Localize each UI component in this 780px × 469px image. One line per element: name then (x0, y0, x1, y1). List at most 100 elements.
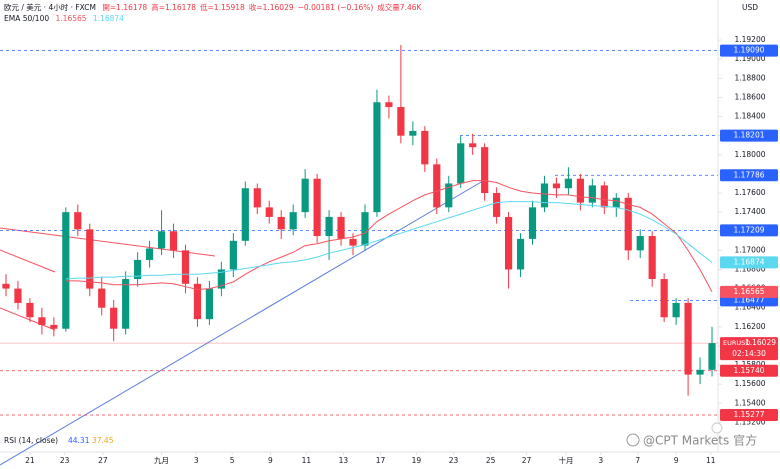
level-badge: 1.18201 (733, 131, 764, 140)
x-tick-label: 5 (230, 456, 235, 465)
y-tick-label: 1.15200 (734, 417, 765, 426)
level-badge: 1.15740 (733, 366, 764, 375)
candle-body (457, 143, 465, 184)
level-badge-bg (720, 44, 778, 57)
countdown: 02:14:30 (732, 349, 766, 358)
y-tick-label: 1.18600 (734, 92, 765, 101)
ema-badge-bg (720, 285, 778, 298)
ohlc-item: 收=1.16029 (248, 3, 294, 12)
candle-body (241, 188, 249, 241)
last-badge-bg (720, 337, 778, 361)
trend-line (0, 177, 489, 466)
last-price: 1.16029 (745, 338, 776, 347)
candle-body (157, 231, 166, 249)
candle-body (229, 240, 237, 270)
candle-body (98, 288, 106, 308)
y-tick-label: 1.19200 (734, 35, 765, 44)
candle-body (636, 236, 644, 251)
candle-body (528, 207, 537, 239)
x-tick-label: 17 (376, 456, 386, 465)
candle-body (648, 236, 656, 280)
candle-body (337, 216, 345, 239)
candle-body (50, 324, 58, 329)
y-tick-label: 1.16200 (734, 322, 765, 331)
y-tick-label: 1.15800 (734, 360, 765, 369)
candle-body (696, 369, 704, 375)
candle-body (26, 302, 34, 318)
candle-body (564, 178, 573, 189)
candle-body (74, 212, 82, 230)
level-badge: 1.16477 (733, 295, 764, 304)
ema-badge: 1.16874 (733, 257, 764, 266)
ohlc-item: −0.00181 (−0.16%) (297, 3, 374, 12)
y-tick-label: 1.18400 (734, 112, 765, 121)
candle-body (588, 185, 596, 203)
last-symbol: EURUSD (723, 339, 750, 347)
candle-body (86, 229, 94, 289)
level-badge: 1.19090 (733, 46, 764, 55)
y-tick-label: 1.17400 (734, 207, 765, 216)
level-badge-bg (720, 364, 778, 377)
x-tick-label: 3 (598, 456, 603, 465)
candle-body (385, 102, 393, 108)
candle-body (660, 279, 668, 318)
ohlc-item: 成交量7.46K (377, 3, 422, 12)
trend-line (0, 307, 56, 331)
candle-body (516, 238, 525, 270)
x-tick-label: 21 (25, 456, 35, 465)
candle-body (265, 207, 273, 217)
x-tick-label: 27 (522, 456, 532, 465)
candle-body (205, 288, 214, 320)
candle-body (409, 130, 417, 136)
candle-body (2, 283, 10, 289)
candle-body (540, 183, 549, 208)
ohlc-item: 高=1.16178 (151, 3, 197, 12)
candle-body (349, 238, 357, 246)
candle-body (313, 178, 321, 237)
alert-icon[interactable] (711, 422, 723, 434)
x-tick-label: 7 (635, 456, 640, 465)
ema-line (65, 180, 713, 293)
candle-body (253, 188, 261, 208)
candle-body (576, 178, 584, 203)
trend-line (0, 249, 56, 273)
level-badge-bg (720, 409, 778, 422)
y-tick-label: 1.15600 (734, 379, 765, 388)
level-badge: 1.17209 (733, 225, 764, 234)
x-tick-label: 9 (268, 456, 273, 465)
ema-line (65, 201, 713, 280)
candle-body (612, 197, 620, 208)
x-tick-label: 27 (98, 456, 108, 465)
rsi-label: RSI (14, close) (4, 436, 58, 445)
candle-body (504, 216, 513, 270)
y-tick-label: 1.18000 (734, 150, 765, 159)
header-row: 欧元 / 美元 · 4小时 · FXCM 開=1.16178 高=1.16178 低… (4, 2, 429, 13)
x-tick-label: 13 (339, 456, 349, 465)
candle-body (134, 259, 142, 280)
candle-body (325, 216, 333, 237)
candle-body (181, 250, 190, 284)
x-tick-label: 9 (674, 456, 679, 465)
x-tick-label: 11 (302, 456, 312, 465)
indicator-value: 1.16874 (92, 14, 124, 23)
candle-body (62, 212, 70, 329)
y-tick-label: 1.17000 (734, 245, 765, 254)
candle-body (169, 231, 178, 251)
candle-body (110, 307, 118, 329)
x-tick-label: 19 (412, 456, 422, 465)
x-tick-label: 十月 (559, 455, 574, 465)
candle-body (624, 197, 632, 251)
x-tick-label: 23 (449, 456, 459, 465)
symbol: 欧元 / 美元 · 4小时 · FXCM (4, 3, 96, 12)
candle-body (145, 248, 154, 260)
y-tick-label: 1.19000 (734, 54, 765, 63)
candle-body (493, 193, 501, 217)
candle-body (14, 288, 22, 303)
candle-body (552, 183, 561, 189)
watermark: @CPT Markets 官方 (643, 433, 757, 448)
ohlc-item: 開=1.16178 (102, 3, 148, 12)
x-tick-label: 25 (486, 456, 496, 465)
x-tick-label: 3 (194, 456, 199, 465)
